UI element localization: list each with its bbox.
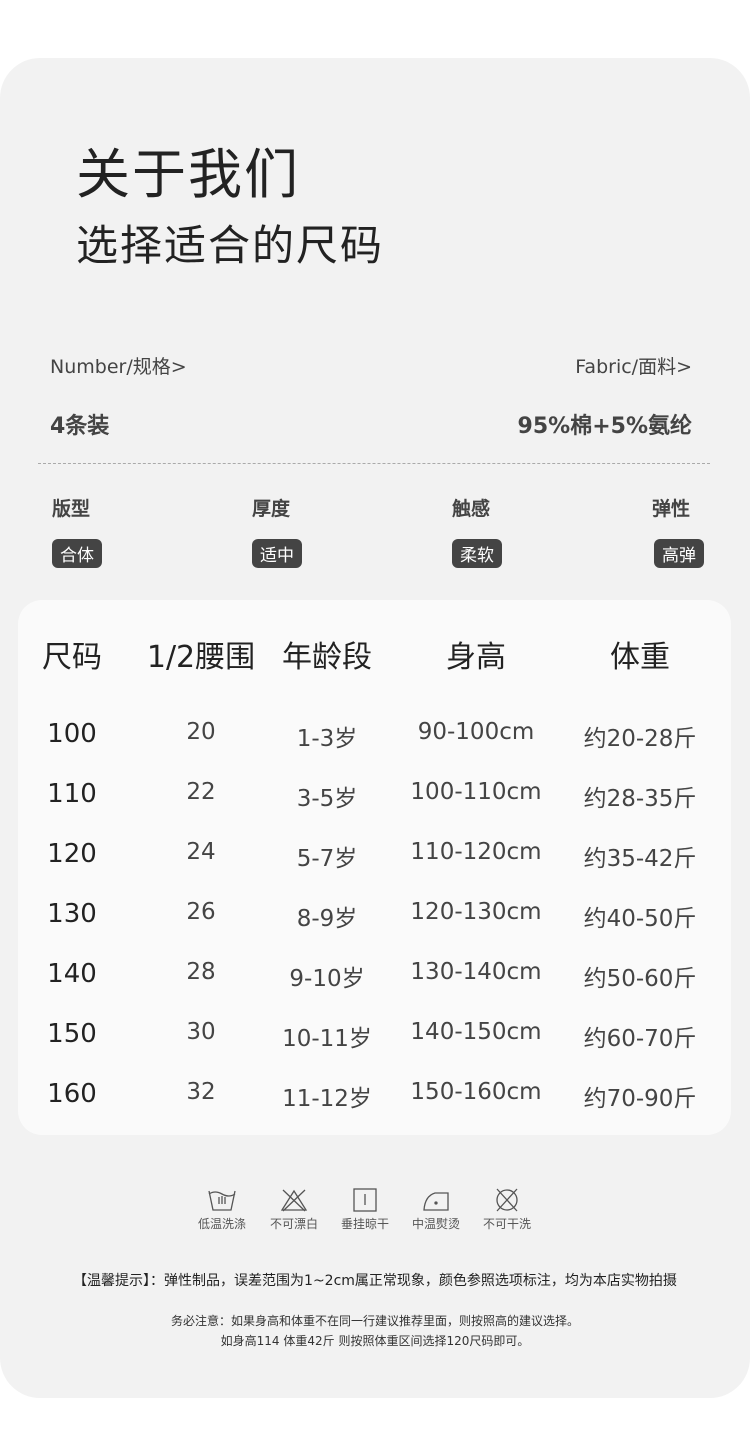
table-cell: 32 xyxy=(186,1079,216,1105)
table-cell: 22 xyxy=(186,779,216,805)
column-header: 体重 xyxy=(610,640,670,675)
care-label: 中温熨烫 xyxy=(411,1217,460,1231)
table-cell: 120-130cm xyxy=(410,899,542,925)
table-cell: 3-5岁 xyxy=(296,786,358,812)
attr-label: 厚度 xyxy=(252,498,291,520)
table-cell: 约40-50斤 xyxy=(583,906,697,932)
attr-label: 弹性 xyxy=(652,498,691,520)
table-cell: 20 xyxy=(186,719,216,745)
care-label: 低温洗涤 xyxy=(197,1217,246,1231)
care-instruction: 不可漂白 xyxy=(259,1188,329,1232)
table-cell: 10-11岁 xyxy=(282,1026,372,1052)
note-line-2: 如身高114 体重42斤 则按照体重区间选择120尺码即可。 xyxy=(220,1334,530,1348)
column-header: 年龄段 xyxy=(282,640,372,675)
table-cell: 90-100cm xyxy=(417,719,535,745)
table-cell: 约50-60斤 xyxy=(583,966,697,992)
table-cell: 110 xyxy=(47,779,97,809)
care-label: 不可干洗 xyxy=(482,1217,531,1231)
care-instruction: 低温洗涤 xyxy=(187,1188,257,1232)
table-cell: 100 xyxy=(47,719,97,749)
table-cell: 11-12岁 xyxy=(282,1086,372,1112)
table-cell: 24 xyxy=(186,839,216,865)
table-cell: 140-150cm xyxy=(410,1019,542,1045)
attr-badge: 适中 xyxy=(252,539,302,568)
divider xyxy=(38,463,710,464)
table-cell: 约70-90斤 xyxy=(583,1086,697,1112)
medium-iron-icon xyxy=(401,1188,471,1212)
table-cell: 30 xyxy=(186,1019,216,1045)
table-cell: 130 xyxy=(47,899,97,929)
column-header: 1/2腰围 xyxy=(146,640,256,675)
table-cell: 140 xyxy=(47,959,97,989)
number-value: 4条装 xyxy=(50,414,110,439)
table-cell: 5-7岁 xyxy=(296,846,358,872)
page-subtitle: 选择适合的尺码 xyxy=(76,221,385,270)
attr-label: 触感 xyxy=(452,498,491,520)
table-cell: 100-110cm xyxy=(410,779,542,805)
attr-badge: 柔软 xyxy=(452,539,502,568)
care-label: 不可漂白 xyxy=(269,1217,318,1231)
attr-badge: 合体 xyxy=(52,539,102,568)
table-cell: 8-9岁 xyxy=(296,906,358,932)
care-instruction: 中温熨烫 xyxy=(401,1188,471,1232)
care-instruction: 垂挂晾干 xyxy=(330,1188,400,1232)
low-temp-wash-icon xyxy=(187,1188,257,1212)
hang-dry-icon xyxy=(330,1188,400,1212)
table-cell: 约28-35斤 xyxy=(583,786,697,812)
table-cell: 约20-28斤 xyxy=(583,726,697,752)
page-title: 关于我们 xyxy=(76,143,300,206)
table-cell: 9-10岁 xyxy=(289,966,365,992)
column-header: 身高 xyxy=(446,640,506,675)
table-cell: 150 xyxy=(47,1019,97,1049)
no-dry-clean-icon xyxy=(472,1188,542,1212)
table-cell: 26 xyxy=(186,899,216,925)
column-header: 尺码 xyxy=(42,640,102,675)
care-instruction: 不可干洗 xyxy=(472,1188,542,1232)
table-cell: 1-3岁 xyxy=(296,726,358,752)
size-table: 尺码 1/2腰围 年龄段 身高 体重 100 20 1-3岁 90-100cm 约20-28斤 11… xyxy=(18,600,731,1135)
table-cell: 130-140cm xyxy=(410,959,542,985)
table-cell: 120 xyxy=(47,839,97,869)
fabric-value: 95%棉+5%氨纶 xyxy=(517,414,692,439)
no-bleach-icon xyxy=(259,1188,329,1212)
table-cell: 约35-42斤 xyxy=(583,846,697,872)
table-cell: 110-120cm xyxy=(410,839,542,865)
tip-text: 【温馨提示】：弹性制品，误差范围为1~2cm属正常现象，颜色参照选项标注，均为本… xyxy=(73,1273,677,1289)
table-cell: 28 xyxy=(186,959,216,985)
attr-badge: 高弹 xyxy=(654,539,704,568)
table-cell: 150-160cm xyxy=(410,1079,542,1105)
attr-label: 版型 xyxy=(52,498,91,520)
care-label: 垂挂晾干 xyxy=(340,1217,389,1231)
table-cell: 约60-70斤 xyxy=(583,1026,697,1052)
note-line-1: 务必注意：如果身高和体重不在同一行建议推荐里面，则按照高的建议选择。 xyxy=(170,1314,579,1328)
table-cell: 160 xyxy=(47,1079,97,1109)
fabric-label: Fabric/面料> xyxy=(575,356,692,378)
number-label: Number/规格> xyxy=(50,356,187,378)
